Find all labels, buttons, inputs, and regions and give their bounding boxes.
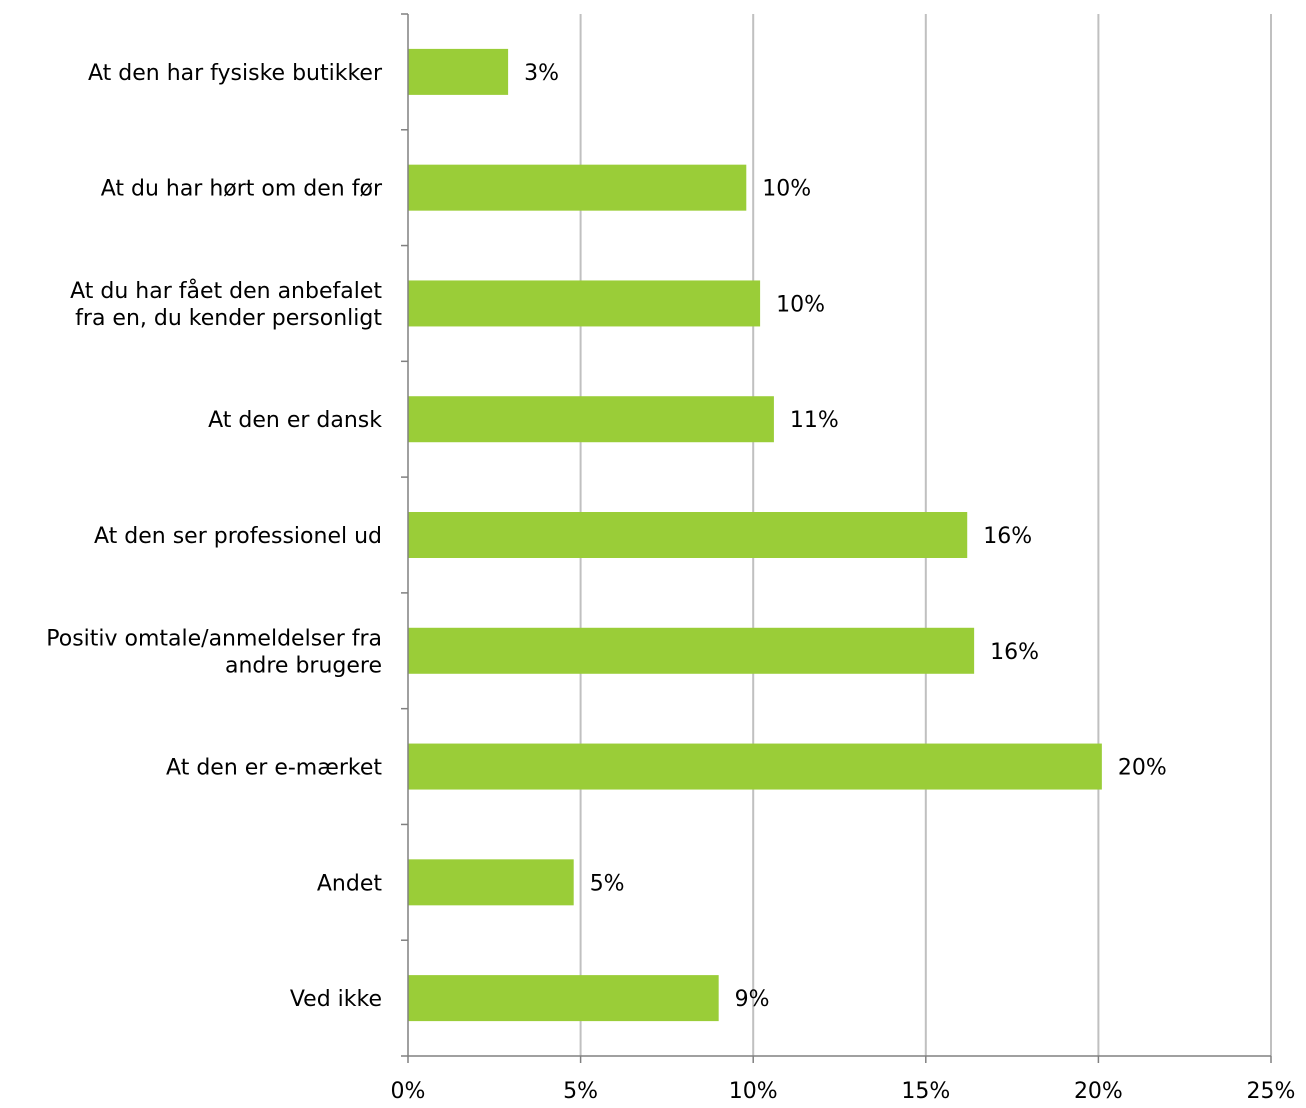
data-label: 10% [762,177,811,202]
x-tick-label: 5% [563,1079,598,1104]
category-label: At den er dansk [208,408,382,433]
category-label: At den ser professionel ud [94,524,382,549]
category-label: Andet [317,871,382,896]
x-tick-label: 15% [901,1079,950,1104]
data-label: 20% [1118,756,1167,781]
category-label: Ved ikke [290,987,382,1012]
x-tick-label: 25% [1247,1079,1296,1104]
data-label: 5% [590,871,625,896]
category-label: At den har fysiske butikker [88,61,383,86]
bar [408,627,975,674]
bar-layer [408,48,1102,1022]
data-label: 16% [983,524,1032,549]
data-label: 9% [735,987,770,1012]
category-label: At du har fået den anbefalet [70,278,382,304]
data-label: 10% [776,292,825,317]
x-tick-label: 20% [1074,1079,1123,1104]
bar [408,975,719,1022]
bar [408,280,761,327]
data-label: 11% [790,408,839,433]
x-tick-label: 10% [729,1079,778,1104]
bar [408,743,1102,790]
data-label: 3% [524,61,559,86]
category-label: At du har hørt om den før [101,177,383,202]
category-label: fra en, du kender personligt [75,306,382,331]
bar [408,164,747,211]
x-tick-label: 0% [391,1079,426,1104]
bar [408,396,774,443]
category-label: At den er e-mærket [166,756,382,781]
label-layer: 0% 5% 10% 15% 20% 25% At den har fysiske butik… [46,61,1295,1104]
bar [408,512,968,558]
category-label: andre brugere [225,653,382,678]
category-label: Positiv omtale/anmeldelser fra [46,626,382,651]
data-label: 16% [990,640,1039,665]
bar [408,859,574,906]
bar [408,48,509,95]
axis-layer [401,13,1272,1063]
